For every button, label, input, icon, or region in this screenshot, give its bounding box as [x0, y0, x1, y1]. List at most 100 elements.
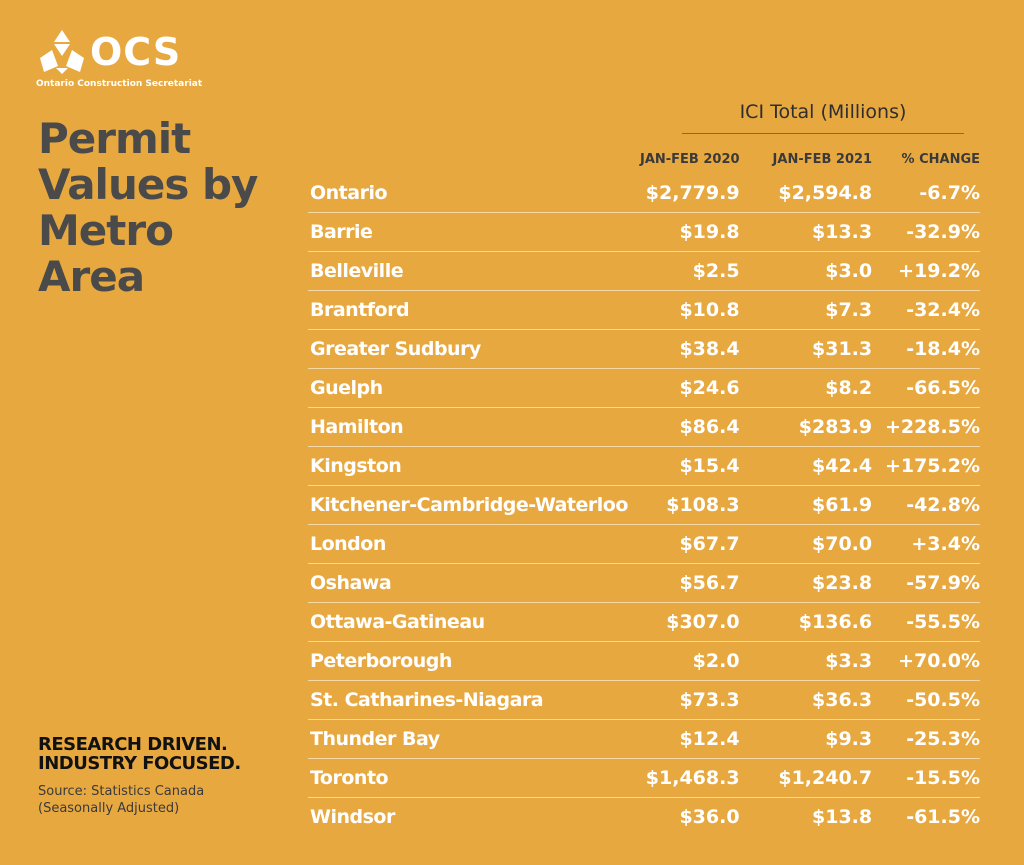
- value-2020-cell: $15.4: [640, 446, 740, 486]
- value-2020-cell: $56.7: [640, 563, 740, 603]
- value-2021-cell: $70.0: [739, 524, 873, 564]
- value-2020-cell: $10.8: [640, 290, 740, 330]
- table-row: London $67.7 $70.0 +3.4%: [308, 524, 980, 564]
- metro-area-cell: Ottawa-Gatineau: [308, 602, 640, 642]
- metro-area-cell: Barrie: [308, 212, 640, 252]
- value-2021-cell: $1,240.7: [739, 758, 873, 798]
- ocs-logo-mark-icon: [40, 30, 84, 74]
- value-2021-cell: $42.4: [739, 446, 873, 486]
- metro-area-cell: Kingston: [308, 446, 640, 486]
- value-2020-cell: $2.0: [640, 641, 740, 681]
- metro-area-cell: Windsor: [310, 806, 395, 828]
- table-body: Ontario $2,779.9 $2,594.8 -6.7% Barrie $19.8 $…: [308, 174, 980, 836]
- tagline-line-2: INDUSTRY FOCUSED.: [38, 753, 241, 774]
- header-pct-change: % CHANGE: [901, 151, 980, 167]
- value-2020-cell: $108.3: [640, 485, 740, 525]
- table-row: Kitchener-Cambridge-Waterloo $108.3 $61.9-…: [308, 485, 980, 525]
- source-note: Source: Statistics Canada (Seasonally Ad…: [38, 783, 204, 817]
- page-title: Permit Values by Metro Area: [38, 116, 288, 300]
- value-2021-cell: $3.3: [739, 641, 873, 681]
- table-row: Greater Sudbury $38.4 $31.3 -18.4%: [308, 329, 980, 369]
- table-row: Hamilton $86.4 $283.9 +228.5%: [308, 407, 980, 447]
- value-2020-cell: $1,468.3: [640, 758, 740, 798]
- value-2020-cell: $86.4: [640, 407, 740, 447]
- metro-area-cell: Hamilton: [308, 407, 640, 447]
- title-line-3: Metro Area: [38, 206, 174, 301]
- pct-change-cell: +3.4%: [872, 524, 980, 564]
- pct-change-cell: -15.5%: [872, 758, 980, 798]
- metro-area-cell: Thunder Bay: [308, 719, 640, 759]
- value-2020-cell: $2,779.9: [640, 174, 740, 213]
- table-row: Belleville $2.5 $3.0 +19.2%: [308, 251, 980, 291]
- table-row: Ontario $2,779.9 $2,594.8 -6.7%: [308, 174, 980, 213]
- value-2021-cell: $8.2: [739, 368, 873, 408]
- title-line-1: Permit: [38, 114, 191, 163]
- header-jan-feb-2021: JAN-FEB 2021: [772, 151, 873, 167]
- metro-area-cell: Toronto: [308, 758, 640, 798]
- value-2021-cell: $36.3: [739, 680, 873, 720]
- pct-change-cell: -18.4%: [872, 329, 980, 369]
- value-2020-cell: $12.4: [640, 719, 740, 759]
- pct-change-cell: -57.9%: [872, 563, 980, 603]
- table-row: Thunder Bay $12.4 $9.3 -25.3%: [308, 719, 980, 759]
- pct-change-cell: +19.2%: [872, 251, 980, 291]
- metro-area-cell: Belleville: [308, 251, 640, 291]
- table-row: Peterborough $2.0 $3.3 +70.0%: [308, 641, 980, 681]
- pct-change-cell: -66.5%: [872, 368, 980, 408]
- value-2020-cell: $67.7: [640, 524, 740, 564]
- pct-change-cell: +70.0%: [872, 641, 980, 681]
- value-2020-cell: $307.0: [640, 602, 740, 642]
- table-row: Guelph $24.6 $8.2 -66.5%: [308, 368, 980, 408]
- metro-area-cell: Ontario: [308, 174, 640, 213]
- metro-area-cell: Oshawa: [308, 563, 640, 603]
- table-row: Kingston $15.4 $42.4 +175.2%: [308, 446, 980, 486]
- value-2021-cell: $13.8: [812, 806, 873, 828]
- pct-change-cell: -6.7%: [872, 174, 980, 213]
- metro-area-cell: Kitchener-Cambridge-Waterloo: [308, 485, 640, 525]
- permit-values-table: JAN-FEB 2020 JAN-FEB 2021 % CHANGE Ontar…: [308, 144, 980, 836]
- header-area: [308, 144, 640, 174]
- metro-area-cell: Peterborough: [308, 641, 640, 681]
- header-jan-feb-2020: JAN-FEB 2020: [640, 151, 740, 167]
- table-row: Ottawa-Gatineau $307.0 $136.6 -55.5%: [308, 602, 980, 642]
- table-row: Oshawa $56.7 $23.8 -57.9%: [308, 563, 980, 603]
- source-line-2: (Seasonally Adjusted): [38, 801, 180, 816]
- value-2021-cell: $23.8: [739, 563, 873, 603]
- table-group-title: ICI Total (Millions): [739, 101, 907, 123]
- metro-area-cell: London: [308, 524, 640, 564]
- value-2021-cell: $283.9: [739, 407, 873, 447]
- value-2020-cell: $19.8: [640, 212, 740, 252]
- value-2020-cell: $36.0: [679, 806, 740, 828]
- metro-area-cell: Greater Sudbury: [308, 329, 640, 369]
- pct-change-cell: -50.5%: [872, 680, 980, 720]
- metro-area-cell: Guelph: [308, 368, 640, 408]
- tagline-line-1: RESEARCH DRIVEN.: [38, 734, 228, 755]
- table-group-rule: [682, 133, 964, 134]
- value-2020-cell: $38.4: [640, 329, 740, 369]
- pct-change-cell: -25.3%: [872, 719, 980, 759]
- source-line-1: Source: Statistics Canada: [38, 784, 205, 799]
- table-row: Brantford $10.8 $7.3 -32.4%: [308, 290, 980, 330]
- value-2021-cell: $61.9: [739, 485, 873, 525]
- value-2021-cell: $9.3: [739, 719, 873, 759]
- logo-text: OCS: [90, 30, 182, 74]
- value-2021-cell: $13.3: [739, 212, 873, 252]
- table-row: St. Catharines-Niagara $73.3 $36.3 -50.5%: [308, 680, 980, 720]
- table-row: Windsor $36.0 $13.8 -61.5%: [308, 798, 980, 837]
- ocs-logo: OCS Ontario Construction Secretariat: [36, 28, 216, 92]
- value-2020-cell: $73.3: [640, 680, 740, 720]
- tagline: RESEARCH DRIVEN. INDUSTRY FOCUSED.: [38, 735, 241, 773]
- metro-area-cell: Brantford: [308, 290, 640, 330]
- table-header-row: JAN-FEB 2020 JAN-FEB 2021 % CHANGE: [308, 144, 980, 174]
- value-2021-cell: $136.6: [739, 602, 873, 642]
- value-2021-cell: $7.3: [739, 290, 873, 330]
- value-2021-cell: $2,594.8: [739, 174, 873, 213]
- pct-change-cell: -42.8%: [872, 485, 980, 525]
- pct-change-cell: +228.5%: [872, 407, 980, 447]
- pct-change-cell: -55.5%: [872, 602, 980, 642]
- pct-change-cell: -32.9%: [872, 212, 980, 252]
- metro-area-cell: St. Catharines-Niagara: [308, 680, 640, 720]
- value-2021-cell: $3.0: [739, 251, 873, 291]
- pct-change-cell: -32.4%: [872, 290, 980, 330]
- table-row: Toronto $1,468.3 $1,240.7 -15.5%: [308, 758, 980, 798]
